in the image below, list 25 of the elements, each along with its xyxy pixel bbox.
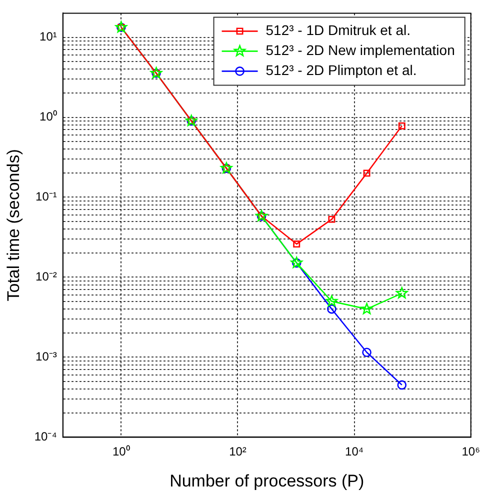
y-axis-title: Total time (seconds) — [4, 149, 23, 302]
legend-label: 512³ - 1D Dmitruk et al. — [266, 22, 410, 38]
y-tick-label: 10¹ — [40, 30, 57, 44]
point — [360, 302, 373, 314]
point — [293, 240, 300, 248]
point — [326, 295, 338, 306]
x-axis-title: Number of processors (P) — [170, 471, 364, 490]
legend-label: 512³ - 2D New implementation — [266, 42, 455, 58]
legend-label: 512³ - 2D Plimpton et al. — [266, 62, 417, 78]
point — [398, 122, 406, 130]
point — [327, 304, 336, 314]
point — [362, 348, 372, 358]
y-tick-label: 10⁰ — [40, 110, 57, 124]
x-tick-label: 10⁴ — [345, 444, 364, 459]
point — [328, 216, 336, 223]
x-tick-label: 10⁶ — [462, 444, 480, 459]
x-tick-label: 10⁰ — [112, 444, 130, 459]
y-tick-label: 10⁻¹ — [36, 190, 57, 204]
point — [397, 380, 407, 390]
x-tick-label: 10² — [229, 444, 246, 459]
point — [363, 170, 370, 177]
y-tick-label: 10⁻³ — [36, 350, 57, 364]
y-tick-label: 10⁻⁴ — [34, 430, 57, 444]
point — [396, 287, 408, 298]
y-tick-label: 10⁻² — [36, 270, 57, 284]
